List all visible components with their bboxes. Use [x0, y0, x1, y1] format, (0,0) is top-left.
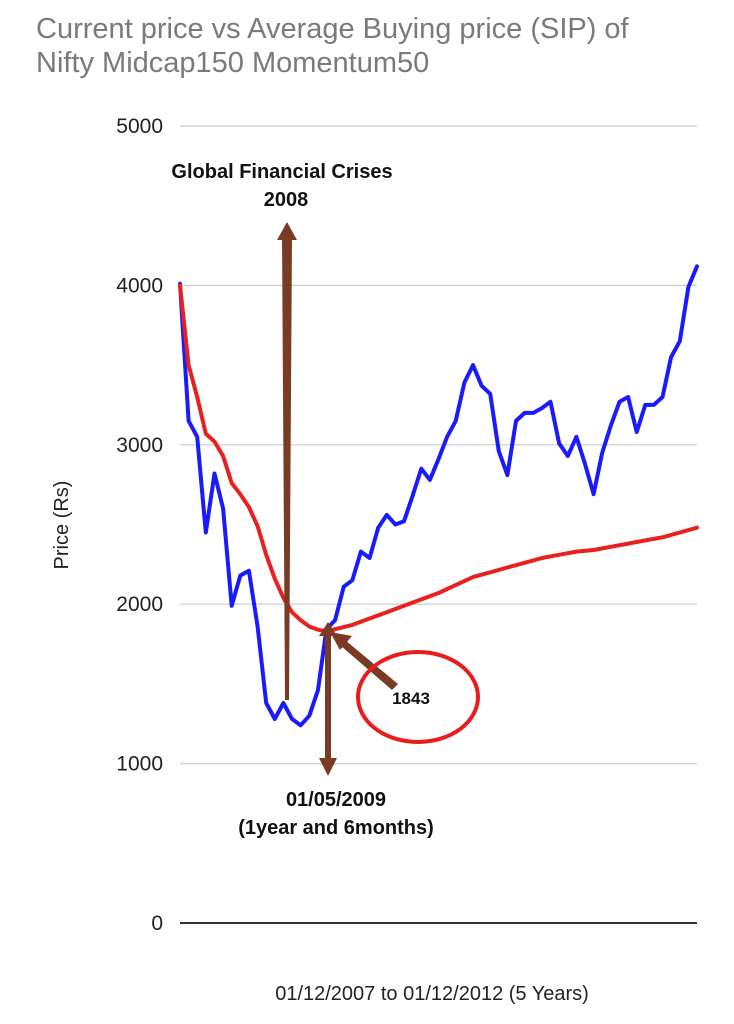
y-axis-ticks: 0 1000 2000 3000 4000 5000 — [116, 115, 163, 935]
value-arrow-head — [330, 632, 352, 650]
series-line-average-price — [178, 283, 699, 634]
chart-title: Current price vs Average Buying price (S… — [36, 12, 726, 80]
crisis-arrow-head — [277, 222, 297, 240]
chart-title-line-1: Current price vs Average Buying price (S… — [36, 13, 629, 45]
value-arrow-shaft — [341, 640, 398, 690]
date-label-line-1: 01/05/2009 — [286, 789, 386, 811]
series-line-current-price — [178, 264, 699, 728]
annotations: Global Financial Crises 2008 01/05/2009 (1y… — [171, 161, 480, 839]
y-tick-label: 1000 — [116, 753, 163, 776]
date-arrow-shaft — [325, 636, 331, 760]
y-tick-label: 0 — [151, 912, 163, 935]
value-highlight-circle — [356, 650, 480, 744]
crisis-label-line-1: Global Financial Crises — [171, 161, 392, 183]
y-tick-label: 4000 — [116, 274, 163, 297]
value-label: 1843 — [392, 689, 430, 708]
y-tick-label: 5000 — [116, 115, 163, 138]
y-tick-label: 3000 — [116, 434, 163, 457]
series-lines — [178, 264, 699, 728]
gridlines — [180, 125, 697, 924]
chart-title-line-2: Nifty Midcap150 Momentum50 — [36, 47, 430, 79]
crisis-arrow-shaft — [282, 238, 292, 700]
y-axis-label: Price (Rs) — [51, 481, 73, 570]
date-arrow-head — [319, 758, 337, 776]
crisis-label-line-2: 2008 — [264, 189, 309, 211]
date-label-line-2: (1year and 6months) — [238, 817, 434, 839]
y-tick-label: 2000 — [116, 593, 163, 616]
x-axis-label: 01/12/2007 to 01/12/2012 (5 Years) — [275, 983, 589, 1005]
